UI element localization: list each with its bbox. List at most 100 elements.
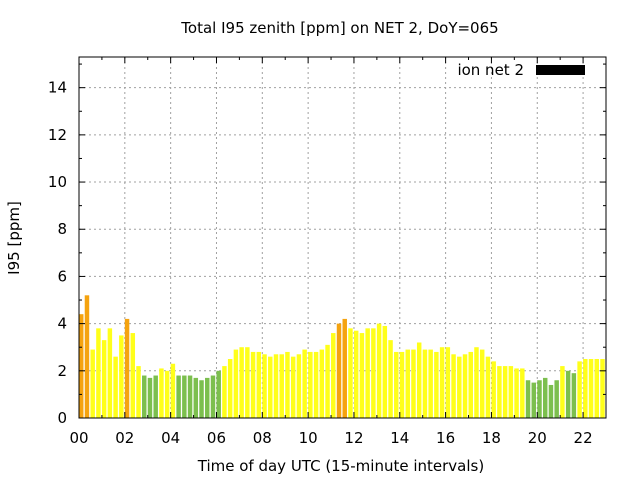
bar [308, 351, 313, 418]
bar [96, 328, 101, 418]
ticks [78, 57, 606, 419]
bar [416, 342, 422, 418]
x-tick-label: 20 [528, 429, 547, 447]
x-tick-label: 22 [574, 429, 593, 447]
bar [176, 375, 181, 418]
bar [422, 349, 428, 418]
bar [439, 347, 445, 418]
bar [124, 318, 130, 418]
bar [119, 335, 124, 418]
bar [84, 295, 90, 418]
y-tick-label: 6 [57, 267, 67, 285]
bar [227, 359, 233, 418]
bar [588, 359, 594, 418]
bar [348, 328, 353, 418]
bar [222, 366, 227, 418]
bar [302, 349, 307, 418]
bar [514, 368, 519, 418]
bar [359, 333, 365, 418]
y-axis-label: I95 [ppm] [5, 201, 23, 275]
legend-label: ion net 2 [457, 61, 524, 79]
bar [376, 323, 382, 418]
bar [371, 328, 376, 418]
grid [79, 57, 606, 418]
bar [136, 366, 141, 418]
x-tick-label: 14 [390, 429, 409, 447]
bar [497, 366, 502, 418]
bar [210, 375, 216, 418]
bar [142, 375, 147, 418]
plot-frame [78, 56, 607, 419]
y-tick-label: 0 [57, 409, 67, 427]
bar [434, 351, 439, 418]
bar [479, 349, 485, 418]
x-tick-label: 08 [253, 429, 272, 447]
bar [428, 349, 433, 418]
y-tick-label: 2 [57, 362, 67, 380]
bar [153, 375, 158, 418]
bar [245, 347, 250, 418]
bar [353, 330, 359, 418]
bar [382, 325, 388, 418]
bar [365, 328, 370, 418]
bar [583, 359, 588, 418]
bar [199, 380, 204, 418]
bar [319, 349, 325, 418]
bar [468, 351, 473, 418]
bar [474, 347, 479, 418]
bar [273, 354, 279, 418]
bar [296, 354, 302, 418]
bar [262, 354, 267, 418]
y-tick-label: 8 [57, 220, 67, 238]
bar [107, 328, 113, 418]
bar [233, 349, 239, 418]
x-tick-label: 16 [436, 429, 455, 447]
bar [577, 361, 582, 418]
x-tick-label: 02 [115, 429, 134, 447]
bar [325, 344, 330, 418]
bar [399, 351, 405, 418]
y-tick-label: 4 [57, 315, 67, 333]
bar [187, 375, 193, 418]
bar [256, 351, 262, 418]
bar [182, 375, 187, 418]
y-tick-label: 14 [48, 79, 67, 97]
bar [79, 314, 84, 418]
bar [101, 340, 107, 418]
bar [331, 333, 336, 418]
bar [525, 380, 531, 418]
bar [485, 356, 491, 418]
x-tick-label: 06 [207, 429, 226, 447]
bar [147, 377, 153, 418]
bar [113, 356, 118, 418]
x-tick-label: 10 [299, 429, 318, 447]
bar [548, 384, 554, 418]
bar [205, 377, 210, 418]
bar [170, 363, 176, 418]
bar [445, 347, 451, 418]
bar [457, 356, 462, 418]
bar [268, 356, 273, 418]
bar [250, 351, 256, 418]
bar [560, 366, 565, 418]
bar [159, 368, 164, 418]
bar [290, 356, 296, 418]
bar [531, 382, 537, 418]
legend-swatch [536, 65, 585, 75]
bar [405, 349, 410, 418]
bar [520, 368, 525, 418]
bar [537, 380, 542, 418]
bar [554, 380, 559, 418]
bar [565, 370, 571, 418]
bar [216, 370, 221, 418]
bar [411, 349, 416, 418]
bar [279, 354, 284, 418]
chart-title: Total I95 zenith [ppm] on NET 2, DoY=065 [180, 19, 498, 37]
bar [164, 370, 170, 418]
x-tick-label: 12 [344, 429, 363, 447]
bar [90, 349, 95, 418]
bar [571, 373, 577, 418]
bar [313, 351, 319, 418]
